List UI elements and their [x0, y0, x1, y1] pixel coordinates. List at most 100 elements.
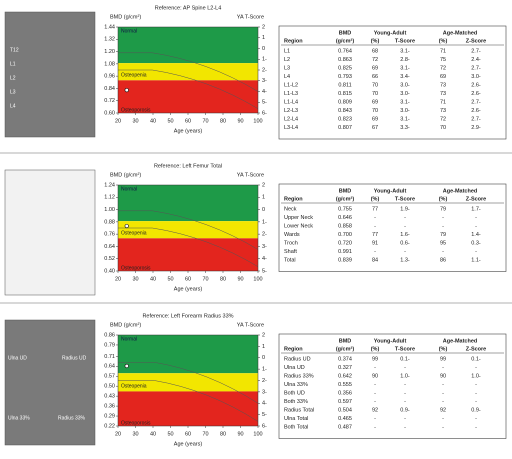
- zone-osteopenia: [118, 373, 258, 392]
- table-cell: 1.4-: [471, 232, 481, 238]
- table-cell: 3.1-: [400, 48, 410, 54]
- table-cell: 3.0-: [400, 82, 410, 88]
- patient-point: [124, 363, 129, 369]
- table-cell: Both Total: [284, 424, 308, 430]
- table-cell: Troch: [284, 240, 298, 246]
- y2-tick-label: 3-: [262, 389, 267, 395]
- table-cell: -: [475, 223, 477, 229]
- x-tick-label: 50: [167, 276, 173, 282]
- image-label: Ulna 33%: [8, 415, 30, 421]
- table-cell: 1.0-: [400, 373, 410, 379]
- table-subheader: T-Score: [395, 346, 415, 352]
- table-cell: 0.9-: [471, 407, 481, 413]
- table-cell: -: [374, 223, 376, 229]
- table-cell: Both 33%: [284, 399, 308, 405]
- table-cell: -: [374, 382, 376, 388]
- table-cell: -: [374, 424, 376, 430]
- x-tick-label: 30: [132, 276, 138, 282]
- zone-normal: [118, 27, 258, 64]
- age-curve: [118, 69, 259, 109]
- table-cell: -: [404, 424, 406, 430]
- table-cell: 0.823: [338, 116, 352, 122]
- chart-title: Reference: AP Spine L2-L4: [155, 5, 222, 11]
- table-cell: -: [442, 416, 444, 422]
- table-cell: 0.374: [338, 356, 352, 362]
- table-cell: 86: [440, 257, 446, 263]
- table-subheader: Z-Score: [466, 38, 486, 44]
- table-subheader: Region: [284, 38, 303, 44]
- table-cell: -: [404, 365, 406, 371]
- table-cell: 0.487: [338, 424, 352, 430]
- y-axis-label: BMD (g/cm²): [110, 172, 141, 178]
- x-tick-label: 100: [253, 276, 262, 282]
- table-cell: 0.642: [338, 373, 352, 379]
- y-tick-label: 0.29: [104, 414, 115, 420]
- table-cell: 0.720: [338, 240, 352, 246]
- y2-tick-label: 6-: [262, 423, 267, 429]
- table-cell: 70: [372, 91, 378, 97]
- table-cell: 73: [440, 108, 446, 114]
- table-cell: 2.7-: [471, 65, 481, 71]
- table-header: BMD: [339, 188, 352, 194]
- image-label: L4: [10, 103, 16, 109]
- table-cell: 77: [372, 232, 378, 238]
- table-cell: -: [442, 424, 444, 430]
- table-cell: 70: [372, 108, 378, 114]
- y-tick-label: 0.60: [104, 110, 115, 116]
- zone-normal: [118, 185, 258, 222]
- x-tick-label: 30: [132, 118, 138, 124]
- y-tick-label: 0.76: [104, 232, 115, 238]
- x-tick-label: 90: [237, 431, 243, 437]
- table-cell: -: [404, 249, 406, 255]
- x-tick-label: 80: [220, 431, 226, 437]
- table-header: BMD: [339, 30, 352, 36]
- table-cell: 79: [440, 232, 446, 238]
- zone-osteopenia: [118, 221, 258, 239]
- y2-tick-label: 1: [262, 195, 265, 201]
- table-header: Age-Matched: [443, 30, 478, 36]
- y2-tick-label: 0: [262, 355, 265, 361]
- table-cell: -: [404, 223, 406, 229]
- image-label: Ulna UD: [8, 355, 27, 361]
- table-cell: 67: [372, 125, 378, 131]
- table-cell: 0.327: [338, 365, 352, 371]
- zone-label: Osteoporosis: [121, 107, 151, 113]
- table-cell: 1.1-: [471, 257, 481, 263]
- y-tick-label: 1.12: [104, 195, 115, 201]
- chart-title: Reference: Left Femur Total: [154, 163, 222, 169]
- table-subheader: (g/cm²): [336, 345, 355, 352]
- table-cell: -: [475, 390, 477, 396]
- table-subheader: Region: [284, 196, 303, 202]
- table-cell: 0.863: [338, 57, 352, 63]
- table-cell: L2: [284, 57, 290, 63]
- zone-label: Normal: [121, 336, 137, 342]
- table-header: Age-Matched: [443, 188, 478, 194]
- table-cell: -: [475, 416, 477, 422]
- table-cell: L4: [284, 74, 290, 80]
- age-curve: [118, 52, 259, 92]
- age-curve: [118, 380, 259, 422]
- y2-tick-label: 4-: [262, 256, 267, 262]
- table-cell: 2.7-: [471, 99, 481, 105]
- table-subheader: (g/cm²): [336, 37, 355, 44]
- table-cell: 70: [440, 125, 446, 131]
- table-cell: 2.7-: [471, 48, 481, 54]
- table-cell: 75: [440, 57, 446, 63]
- table-cell: L1: [284, 48, 290, 54]
- table-subheader: T-Score: [395, 38, 415, 44]
- y2-tick-label: 4-: [262, 89, 267, 95]
- y-tick-label: 1.32: [104, 37, 115, 43]
- table-header: Young-Adult: [374, 338, 407, 344]
- table-cell: -: [374, 215, 376, 221]
- table-frame: [278, 25, 507, 140]
- y-tick-label: 0.22: [104, 423, 115, 429]
- table-cell: -: [374, 249, 376, 255]
- table-cell: 69: [372, 65, 378, 71]
- table-cell: L2-L4: [284, 116, 298, 122]
- table-cell: 70: [372, 82, 378, 88]
- table-cell: 2.7-: [471, 116, 481, 122]
- table-cell: 0.755: [338, 206, 352, 212]
- table-subheader: (%): [371, 346, 380, 352]
- table-cell: -: [374, 416, 376, 422]
- table-cell: 1.9-: [400, 206, 410, 212]
